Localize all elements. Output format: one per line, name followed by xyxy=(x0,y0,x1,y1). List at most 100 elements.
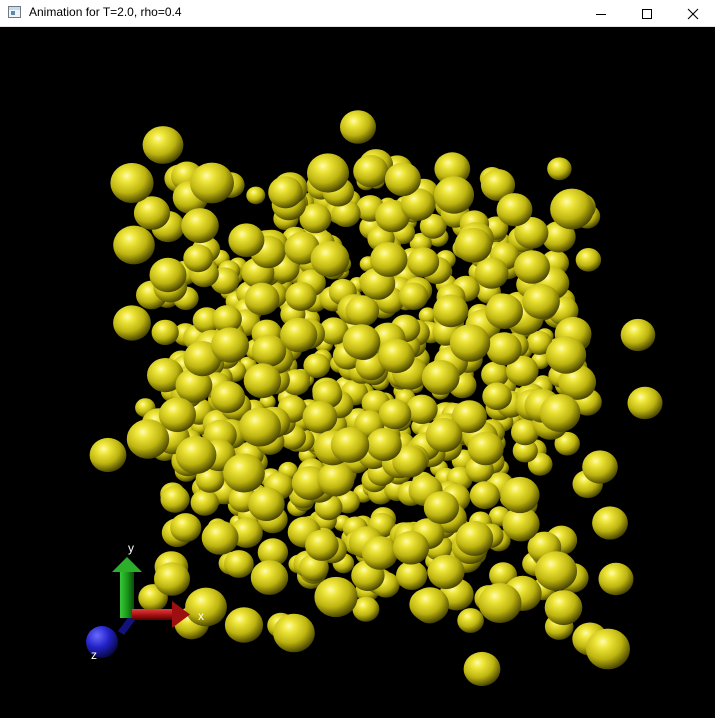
particle-sphere xyxy=(160,485,190,513)
particle-sphere xyxy=(506,355,539,387)
y-axis-shaft xyxy=(120,572,134,618)
3d-render-viewport[interactable]: y x z xyxy=(0,27,715,718)
particle-sphere xyxy=(378,399,412,430)
particle-sphere xyxy=(251,334,287,367)
particle-sphere xyxy=(175,368,213,403)
window-title: Animation for T=2.0, rho=0.4 xyxy=(29,5,182,19)
axes-triad xyxy=(86,557,190,658)
particle-sphere xyxy=(474,257,509,289)
particle-sphere xyxy=(331,200,361,228)
particle-sphere xyxy=(478,583,522,623)
particle-sphere xyxy=(185,587,227,627)
particle-sphere xyxy=(239,407,281,447)
particle-sphere xyxy=(211,327,249,363)
particle-sphere xyxy=(539,394,581,432)
particle-sphere xyxy=(243,363,282,399)
maximize-icon xyxy=(642,8,652,19)
particle-sphere xyxy=(547,157,572,181)
x-axis-arrowhead xyxy=(172,601,190,628)
particle-sphere xyxy=(502,506,540,542)
particle-sphere xyxy=(151,319,179,346)
particle-sphere xyxy=(522,284,560,319)
particle-sphere xyxy=(142,126,184,164)
particle-sphere xyxy=(480,169,516,201)
close-icon xyxy=(687,8,699,19)
x-axis-shaft xyxy=(132,609,174,620)
particle-sphere xyxy=(285,281,317,311)
particle-sphere xyxy=(345,295,380,327)
particle-sphere xyxy=(582,450,618,484)
particle-sphere xyxy=(201,520,239,555)
particle-sphere xyxy=(526,330,553,355)
particle-sphere xyxy=(544,590,583,626)
particle-sphere xyxy=(496,193,533,227)
particle-sphere xyxy=(314,576,358,618)
particle-sphere xyxy=(353,154,389,188)
particle-sphere xyxy=(149,257,187,293)
particle-sphere xyxy=(418,307,437,325)
particle-sphere xyxy=(510,419,540,446)
particle-sphere xyxy=(406,394,438,424)
particle-sphere xyxy=(541,221,576,253)
particle-sphere xyxy=(423,491,459,524)
particle-sphere xyxy=(451,400,487,434)
particle-sphere xyxy=(481,361,509,388)
particle-sphere xyxy=(319,317,349,345)
particle-sphere xyxy=(366,428,402,461)
x-axis-label: x xyxy=(198,609,204,623)
particle-sphere xyxy=(419,213,447,239)
particle-sphere xyxy=(396,560,428,591)
particle-sphere xyxy=(190,489,219,516)
particle-sphere xyxy=(454,227,493,263)
particle-sphere xyxy=(398,282,429,310)
particle-sphere xyxy=(310,241,350,277)
particle-sphere xyxy=(411,587,449,623)
particle-sphere xyxy=(340,110,376,144)
app-window-icon[interactable] xyxy=(8,6,21,18)
particle-sphere xyxy=(133,196,171,230)
particle-sphere xyxy=(500,476,540,514)
particle-sphere xyxy=(307,153,349,193)
particle-sphere xyxy=(427,554,465,590)
particle-sphere xyxy=(280,317,318,353)
close-button[interactable] xyxy=(670,0,715,27)
particle-sphere xyxy=(210,381,246,414)
particle-sphere xyxy=(407,247,440,278)
particle-sphere xyxy=(158,397,196,433)
particle-sphere xyxy=(370,242,408,277)
particle-sphere xyxy=(486,332,522,366)
particle-sphere xyxy=(183,244,214,273)
particle-sphere xyxy=(449,324,491,362)
particle-sphere xyxy=(392,530,430,565)
particle-sphere xyxy=(170,513,202,543)
particle-sphere xyxy=(154,562,190,596)
z-axis-label: z xyxy=(91,648,97,662)
particle-sphere xyxy=(299,203,332,234)
maximize-button[interactable] xyxy=(624,0,670,27)
particle-sphere xyxy=(113,225,155,265)
particle-sphere xyxy=(434,152,471,186)
particle-sphere xyxy=(421,359,460,395)
minimize-icon xyxy=(596,13,606,15)
y-axis-label: y xyxy=(128,541,134,555)
particle-sphere xyxy=(455,520,494,556)
particle-sphere xyxy=(362,536,398,570)
particle-sphere xyxy=(392,445,427,478)
particle-sphere xyxy=(550,188,594,230)
particle-sphere xyxy=(190,162,234,204)
particle-sphere xyxy=(302,401,338,434)
particle-sphere xyxy=(463,651,501,687)
particle-sphere xyxy=(457,608,484,633)
particle-sphere xyxy=(433,294,469,328)
title-bar[interactable]: Animation for T=2.0, rho=0.4 xyxy=(0,0,715,27)
z-axis-shaft xyxy=(118,615,136,635)
minimize-button[interactable] xyxy=(578,0,624,27)
particle-sphere xyxy=(400,188,436,221)
particle-sphere xyxy=(627,386,663,420)
particle-sphere xyxy=(534,551,578,591)
particle-sphere xyxy=(126,419,170,459)
z-axis-head xyxy=(86,626,118,658)
particle-sphere xyxy=(545,336,587,374)
particle-sphere xyxy=(512,439,538,463)
